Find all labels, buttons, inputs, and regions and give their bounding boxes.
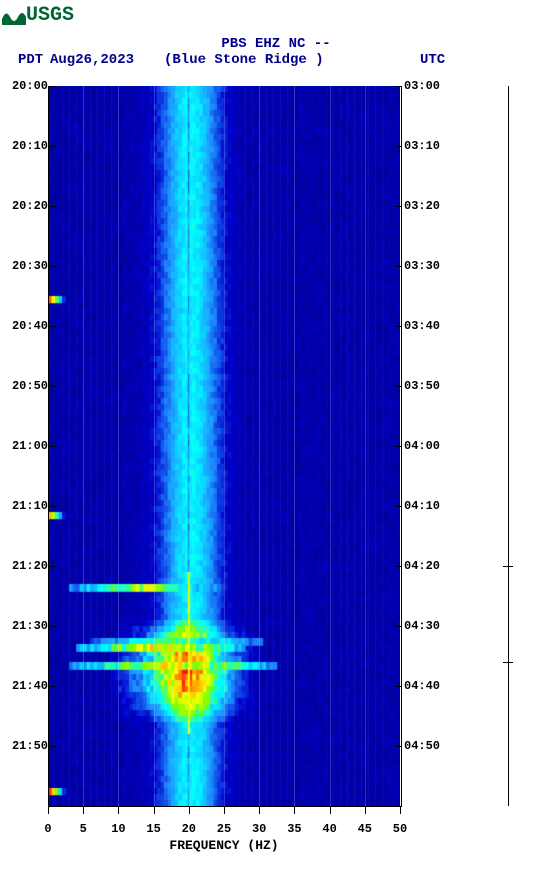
y-right-tick: 03:30 (404, 259, 440, 273)
y-left-tick: 21:30 (12, 619, 48, 633)
x-tick: 40 (322, 822, 336, 836)
x-tick: 50 (393, 822, 407, 836)
y-right-tick: 03:10 (404, 139, 440, 153)
y-right-tick: 04:10 (404, 499, 440, 513)
x-tick: 0 (44, 822, 51, 836)
y-left-tick: 21:50 (12, 739, 48, 753)
x-tick: 10 (111, 822, 125, 836)
y-left-tick: 20:10 (12, 139, 48, 153)
y-right-tick: 03:00 (404, 79, 440, 93)
y-left-tick: 21:20 (12, 559, 48, 573)
station-location: (Blue Stone Ridge ) (164, 52, 324, 68)
y-right-tick: 04:20 (404, 559, 440, 573)
x-tick: 35 (287, 822, 301, 836)
y-left-tick: 20:30 (12, 259, 48, 273)
y-right-tick: 03:40 (404, 319, 440, 333)
y-left-tick: 20:50 (12, 379, 48, 393)
header-date: Aug26,2023 (50, 52, 134, 68)
usgs-logo-text: USGS (26, 4, 74, 27)
x-tick: 20 (182, 822, 196, 836)
x-tick: 30 (252, 822, 266, 836)
station-code: PBS EHZ NC -- (0, 36, 552, 52)
y-left-tick: 21:40 (12, 679, 48, 693)
y-right-tick: 04:30 (404, 619, 440, 633)
y-left-tick: 20:00 (12, 79, 48, 93)
y-left-tick: 20:20 (12, 199, 48, 213)
y-left-tick: 21:10 (12, 499, 48, 513)
x-tick: 5 (80, 822, 87, 836)
y-left-tick: 21:00 (12, 439, 48, 453)
y-right-tick: 03:20 (404, 199, 440, 213)
y-right-tick: 04:40 (404, 679, 440, 693)
x-tick: 45 (358, 822, 372, 836)
usgs-wave-icon (2, 7, 26, 25)
x-tick: 25 (217, 822, 231, 836)
y-right-tick: 04:00 (404, 439, 440, 453)
y-left-tick: 20:40 (12, 319, 48, 333)
spectrogram-plot (48, 86, 400, 806)
chart-header: PBS EHZ NC -- PDT Aug26,2023 (Blue Stone… (0, 36, 552, 70)
x-axis-label: FREQUENCY (HZ) (48, 838, 400, 853)
y-axis-left-pdt: 20:0020:1020:2020:3020:4020:5021:0021:10… (4, 86, 48, 806)
right-side-rule (508, 86, 509, 806)
y-right-tick: 03:50 (404, 379, 440, 393)
pdt-label: PDT (18, 52, 43, 68)
usgs-logo: USGS (2, 4, 74, 27)
utc-label: UTC (420, 52, 445, 68)
y-right-tick: 04:50 (404, 739, 440, 753)
spectrogram-canvas (48, 86, 400, 806)
y-axis-right-utc: 03:0003:1003:2003:3003:4003:5004:0004:10… (404, 86, 452, 806)
x-tick: 15 (146, 822, 160, 836)
